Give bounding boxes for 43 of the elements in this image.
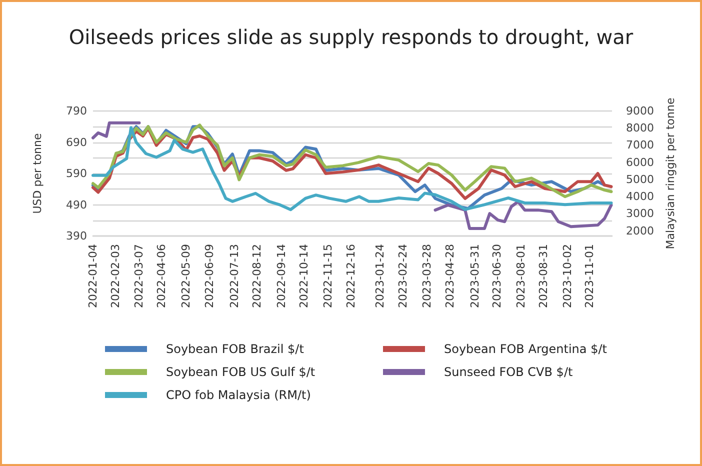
x-tick-label: 2023-04-28 — [444, 244, 457, 308]
x-tick-label: 2022-02-03 — [108, 244, 122, 308]
y2-tick-label: 5000 — [626, 172, 654, 186]
legend-label: Soybean FOB Brazil $/t — [166, 342, 304, 356]
x-tick-label: 2023-06-30 — [490, 244, 504, 308]
y2-tick-label: 8000 — [626, 122, 654, 135]
y-tick-label: 590 — [66, 167, 87, 180]
x-tick-label: 2022-06-09 — [202, 244, 216, 308]
chart-title: Oilseeds prices slide as supply responds to drought, war — [68, 25, 634, 49]
y-tick-label: 790 — [66, 104, 87, 118]
x-tick-label: 2022-03-07 — [132, 244, 146, 308]
y2-tick-label: 6000 — [626, 156, 654, 169]
x-tick-label: 2022-05-09 — [180, 244, 193, 308]
x-tick-label: 2022-01-04 — [86, 244, 100, 308]
x-tick-label: 2022-11-15 — [321, 244, 334, 308]
y2-tick-label: 7000 — [626, 138, 654, 152]
x-tick-label: 2023-02-24 — [396, 244, 410, 308]
x-tick-label: 2023-10-02 — [560, 244, 574, 308]
legend-label: CPO fob Malaysia (RM/t) — [166, 388, 311, 402]
x-tick-label: 2022-07-13 — [228, 244, 242, 308]
x-tick-label: 2022-04-06 — [155, 244, 168, 308]
y-tick-label: 690 — [66, 136, 87, 149]
y-tick-label: 390 — [66, 230, 87, 242]
y-axis-title: USD per tonne — [31, 133, 44, 214]
y2-tick-label: 3000 — [626, 207, 654, 220]
y2-tick-label: 9000 — [626, 104, 654, 118]
y2-tick-label: 2000 — [626, 224, 654, 238]
legend-label: Soybean FOB Argentina $/t — [444, 342, 608, 356]
legend-label: Soybean FOB US Gulf $/t — [166, 365, 316, 379]
x-tick-label: 2022-10-14 — [298, 244, 311, 308]
x-tick-label: 2023-01-24 — [374, 244, 387, 308]
y2-axis-title: Malaysian ringgit per tonne — [664, 98, 677, 250]
legend-label: Sunseed FOB CVB $/t — [444, 365, 573, 379]
x-tick-label: 2023-08-31 — [536, 244, 550, 308]
x-tick-label: 2023-03-28 — [420, 244, 434, 308]
y-tick-label: 490 — [66, 198, 87, 212]
y2-tick-label: 4000 — [626, 190, 654, 204]
x-tick-label: 2023-11-01 — [583, 244, 596, 308]
x-tick-label: 2023-08-01 — [514, 244, 528, 308]
x-tick-label: 2023-05-31 — [468, 244, 482, 308]
x-tick-label: 2022-08-12 — [250, 244, 264, 308]
x-tick-label: 2022-09-14 — [275, 244, 288, 308]
x-tick-label: 2022-12-16 — [344, 244, 358, 308]
